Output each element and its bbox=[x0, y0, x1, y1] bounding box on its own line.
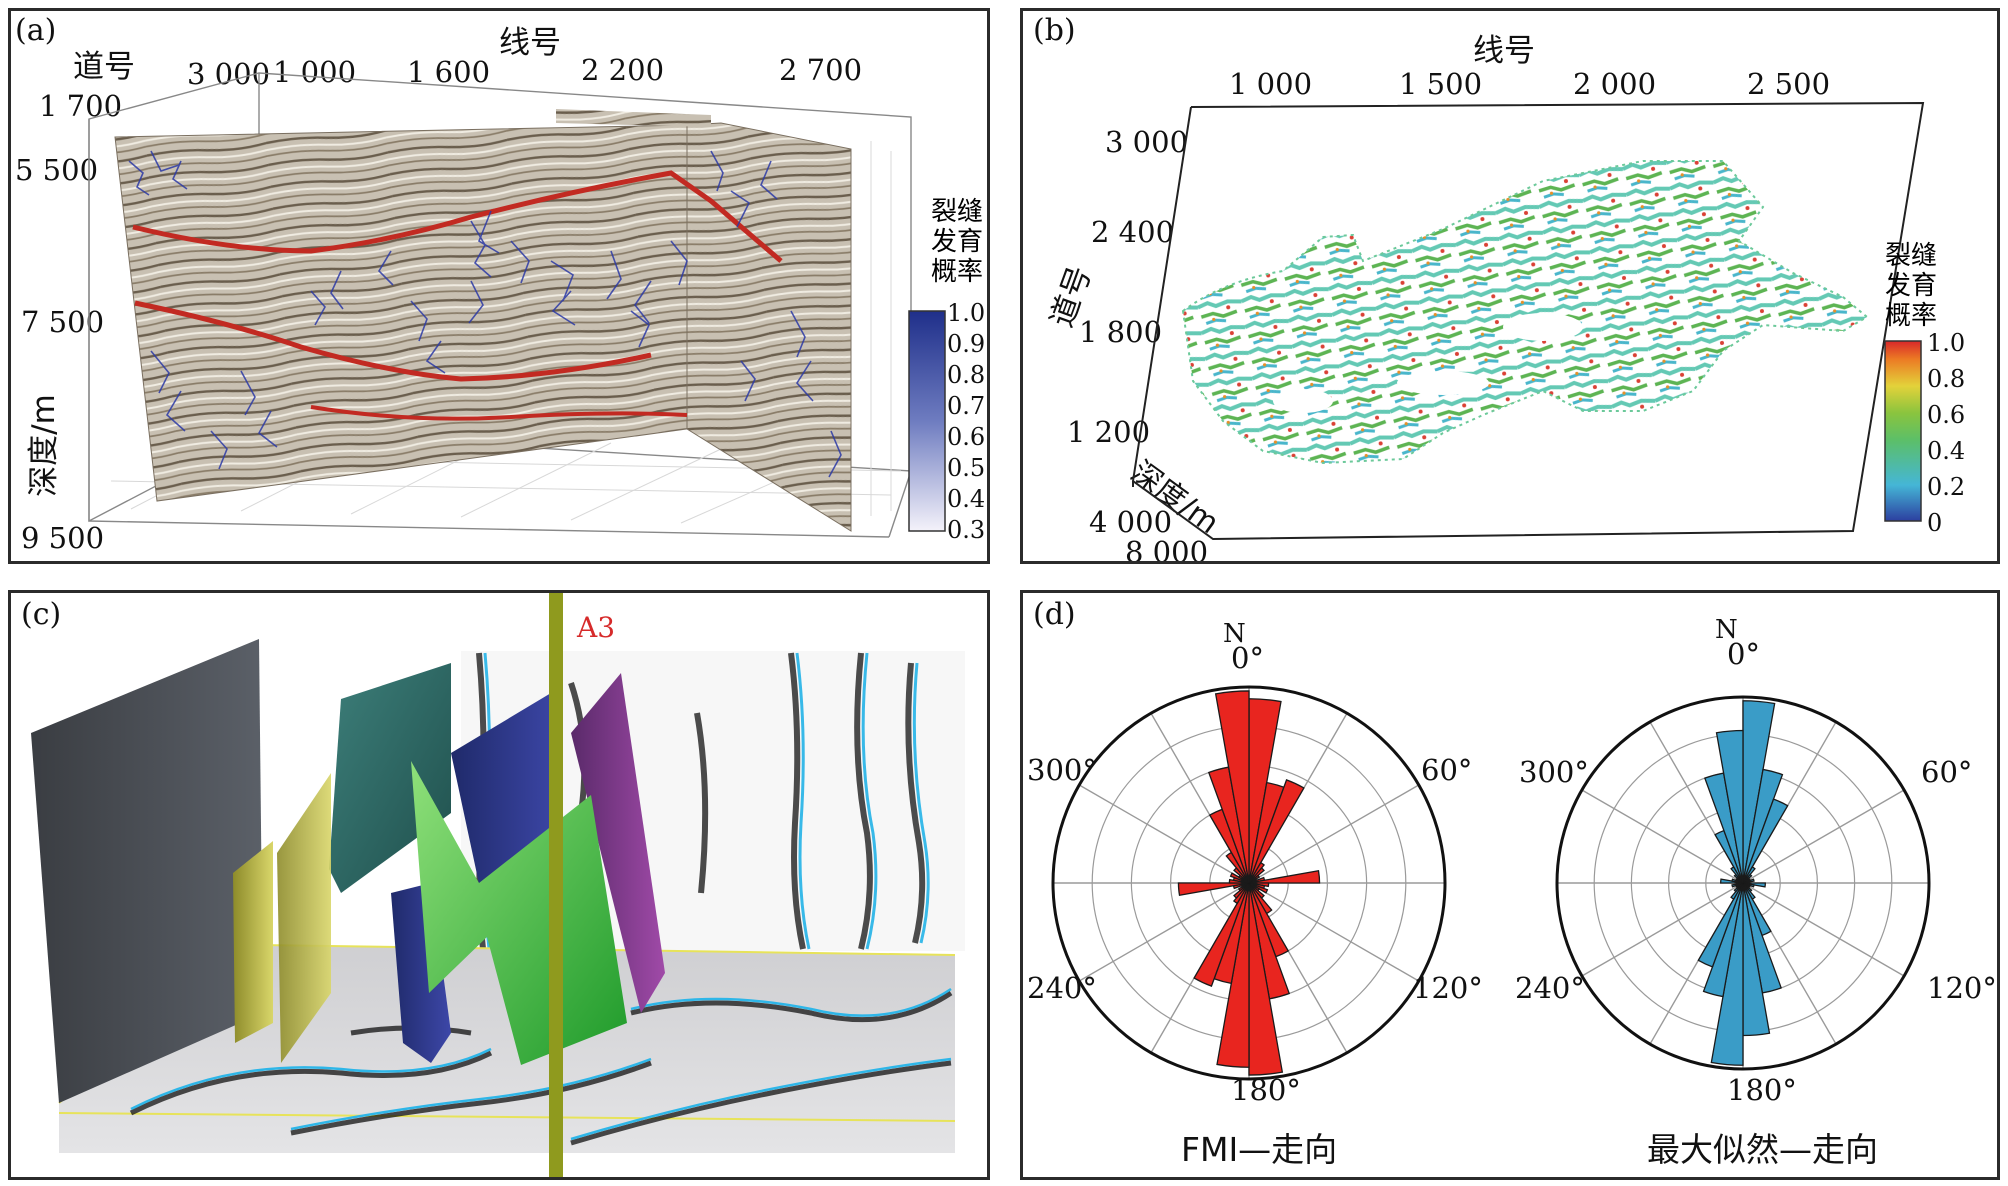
panel-b-trace-tick-2: 1 800 bbox=[1079, 315, 1163, 349]
rose-petal-20 bbox=[1742, 798, 1789, 884]
rose-grid-spoke bbox=[1742, 882, 1905, 977]
rose-grid-spoke bbox=[1078, 882, 1250, 982]
panel-b-cb-tick-4: 0.2 bbox=[1927, 473, 1966, 501]
rose-ml-angle-120: 120° bbox=[1927, 971, 1997, 1005]
rose-grid-spoke bbox=[1581, 789, 1744, 884]
panel-a-3d-cube bbox=[88, 72, 946, 538]
rose-petal-80 bbox=[1248, 869, 1321, 884]
rose-petal-350 bbox=[1214, 690, 1250, 884]
rose-fmi-angle-240: 240° bbox=[1027, 971, 1097, 1005]
panel-a-line-label: 线号 bbox=[499, 25, 561, 61]
panel-c: (c) bbox=[8, 590, 990, 1180]
panel-a-cb-tick-3: 0.7 bbox=[947, 392, 986, 420]
rose-petal-170 bbox=[1248, 882, 1284, 1076]
rose-outer-circle bbox=[1555, 695, 1931, 1071]
rose-fmi-north-label: N bbox=[1223, 619, 1246, 649]
panel-a-colorbar-title-2: 概率 bbox=[931, 257, 984, 287]
panel-d-letter: (d) bbox=[1033, 597, 1076, 632]
panel-c-well-label: A3 bbox=[577, 611, 616, 644]
panel-b-cb-tick-0: 1.0 bbox=[1927, 329, 1966, 357]
panel-a: (a) 道号 线号 1 700 3 000 1 000 1 600 2 200 … bbox=[8, 8, 990, 564]
rose-ml-angle-240: 240° bbox=[1515, 971, 1585, 1005]
rose-ml-north-label: N bbox=[1715, 615, 1738, 645]
panel-b-depth-tick-1: 8 000 bbox=[1125, 535, 1209, 564]
panel-a-cb-tick-6: 0.4 bbox=[947, 485, 986, 513]
panel-a-depth-tick-1: 7 500 bbox=[21, 305, 105, 339]
rose-ml-angle-0: 0° bbox=[1727, 637, 1760, 671]
panel-a-top-tick-3: 2 200 bbox=[581, 53, 665, 87]
panel-a-cb-tick-5: 0.5 bbox=[947, 454, 986, 482]
rose-grid-spoke bbox=[1248, 882, 1420, 982]
panel-a-cb-tick-7: 0.3 bbox=[947, 516, 986, 544]
panel-b: (b) 线号 1 000 1 500 2 000 2 500 3 000 2 4… bbox=[1020, 8, 2000, 564]
panel-b-trace-tick-1: 2 400 bbox=[1091, 215, 1175, 249]
rose-fmi-angle-180: 180° bbox=[1231, 1073, 1301, 1107]
panel-b-depth-tick-0: 4 000 bbox=[1089, 505, 1173, 539]
panel-b-cb-tick-3: 0.4 bbox=[1927, 437, 1966, 465]
rose-petal-20 bbox=[1248, 779, 1305, 884]
rose-diagram-max-likelihood bbox=[1555, 695, 1931, 1071]
panel-d-rose-diagrams bbox=[1051, 685, 1931, 1081]
panel-b-colorbar-title-1: 发育 bbox=[1885, 271, 1938, 301]
rose-ml-title: 最大似然—走向 bbox=[1647, 1130, 1878, 1169]
rose-diagram-fmi bbox=[1051, 685, 1447, 1081]
panel-b-3d-map bbox=[1131, 101, 1925, 541]
panel-b-letter: (b) bbox=[1033, 13, 1076, 48]
rose-petal-350 bbox=[1715, 729, 1744, 884]
panel-b-cb-tick-5: 0 bbox=[1927, 509, 1943, 537]
panel-b-trace-tick-0: 3 000 bbox=[1105, 125, 1189, 159]
panel-a-top-tick-1: 1 000 bbox=[273, 55, 357, 89]
rose-fmi-angle-300: 300° bbox=[1027, 753, 1097, 787]
rose-petal-200 bbox=[1697, 882, 1744, 968]
rose-outer-circle bbox=[1051, 685, 1447, 1081]
rose-grid-spoke bbox=[1742, 789, 1905, 884]
panel-b-line-tick-3: 2 500 bbox=[1747, 67, 1831, 101]
rose-fmi-angle-60: 60° bbox=[1421, 753, 1473, 787]
panel-a-trace-tick: 1 700 bbox=[39, 89, 123, 123]
panel-b-trace-tick-3: 1 200 bbox=[1067, 415, 1151, 449]
panel-a-depth-tick-0: 5 500 bbox=[15, 153, 99, 187]
rose-fmi-title: FMI—走向 bbox=[1181, 1130, 1338, 1169]
panel-c-well-a3 bbox=[549, 593, 563, 1177]
panel-c-letter: (c) bbox=[21, 597, 62, 632]
rose-ml-angle-300: 300° bbox=[1519, 755, 1589, 789]
panel-b-cb-tick-2: 0.6 bbox=[1927, 401, 1966, 429]
panel-b-line-tick-2: 2 000 bbox=[1573, 67, 1657, 101]
panel-b-line-tick-0: 1 000 bbox=[1229, 67, 1313, 101]
panel-b-line-label: 线号 bbox=[1473, 33, 1535, 69]
panel-a-cb-tick-1: 0.9 bbox=[947, 330, 986, 358]
panel-b-cb-tick-1: 0.8 bbox=[1927, 365, 1966, 393]
panel-b-colorbar-title-0: 裂缝 bbox=[1885, 241, 1938, 271]
rose-fmi-angle-120: 120° bbox=[1413, 971, 1483, 1005]
rose-ml-angle-60: 60° bbox=[1921, 755, 1973, 789]
rose-petal-260 bbox=[1177, 882, 1250, 897]
rose-fmi-angle-0: 0° bbox=[1231, 641, 1264, 675]
rose-grid-spoke bbox=[1248, 784, 1420, 884]
rose-ml-angle-180: 180° bbox=[1727, 1073, 1797, 1107]
panel-b-line-tick-1: 1 500 bbox=[1399, 67, 1483, 101]
panel-a-trace-label: 道号 bbox=[73, 49, 135, 85]
panel-a-colorbar-title-0: 裂缝 bbox=[931, 197, 984, 227]
panel-b-colorbar-title-2: 概率 bbox=[1885, 301, 1938, 331]
rose-grid-spoke bbox=[1078, 784, 1250, 884]
rose-grid-spoke bbox=[1581, 882, 1744, 977]
panel-a-colorbar-title-1: 发育 bbox=[931, 227, 984, 257]
panel-a-depth-tick-2: 9 500 bbox=[21, 521, 105, 555]
rose-petal-200 bbox=[1193, 882, 1250, 987]
panel-c-fracture-model bbox=[31, 593, 965, 1177]
panel-a-top-tick-4: 2 700 bbox=[779, 53, 863, 87]
panel-a-cb-tick-0: 1.0 bbox=[947, 299, 986, 327]
panel-a-cb-tick-2: 0.8 bbox=[947, 361, 986, 389]
panel-a-cb-tick-4: 0.6 bbox=[947, 423, 986, 451]
panel-a-letter: (a) bbox=[15, 13, 57, 48]
panel-d: (d) N 0° 60° 120° 180° 240° 300° FMI—走向 … bbox=[1020, 590, 2000, 1180]
